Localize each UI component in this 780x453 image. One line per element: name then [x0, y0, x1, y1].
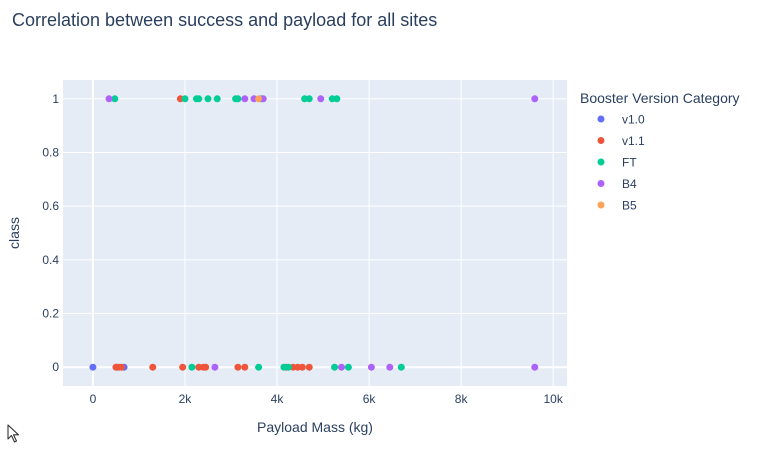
- data-point-b4[interactable]: [531, 363, 539, 371]
- legend-marker[interactable]: [597, 180, 605, 187]
- y-axis-ticks: 0 0.2 0.4 0.6 0.8 1: [42, 92, 59, 374]
- legend[interactable]: v1.0 v1.1 FT B4 B5: [597, 113, 646, 213]
- data-point-b4[interactable]: [317, 95, 325, 103]
- data-point-b4[interactable]: [386, 363, 394, 371]
- data-point-v1-1[interactable]: [202, 363, 210, 371]
- data-point-ft[interactable]: [333, 95, 341, 103]
- data-point-ft[interactable]: [181, 95, 189, 103]
- x-tick-label: 0: [90, 392, 97, 406]
- data-point-v1-1[interactable]: [117, 363, 125, 371]
- legend-marker[interactable]: [597, 115, 605, 123]
- data-point-v1-0[interactable]: [89, 363, 97, 371]
- data-point-b4[interactable]: [211, 363, 219, 371]
- data-point-ft[interactable]: [331, 363, 339, 371]
- data-point-b4[interactable]: [367, 363, 375, 371]
- legend-marker[interactable]: [597, 158, 605, 166]
- data-point-v1-1[interactable]: [179, 363, 187, 371]
- x-tick-label: 4k: [271, 392, 285, 406]
- legend-label[interactable]: v1.0: [622, 113, 645, 127]
- data-point-ft[interactable]: [204, 95, 212, 103]
- legend-title: Booster Version Category: [580, 90, 740, 106]
- data-point-ft[interactable]: [111, 95, 119, 103]
- y-tick-label: 1: [52, 92, 59, 106]
- x-tick-label: 6k: [363, 392, 377, 406]
- legend-label[interactable]: v1.1: [622, 134, 645, 148]
- data-point-ft[interactable]: [195, 95, 203, 103]
- data-point-ft[interactable]: [285, 363, 293, 371]
- data-point-b5[interactable]: [255, 95, 263, 103]
- y-tick-label: 0: [52, 360, 59, 374]
- y-tick-label: 0.6: [42, 199, 59, 213]
- gridlines: [63, 80, 567, 386]
- y-tick-label: 0.8: [42, 145, 59, 159]
- data-points: [89, 95, 539, 371]
- data-point-ft[interactable]: [213, 95, 221, 103]
- mouse-cursor-icon: [7, 424, 20, 443]
- data-point-v1-1[interactable]: [149, 363, 157, 371]
- legend-marker[interactable]: [597, 201, 605, 209]
- data-point-v1-1[interactable]: [234, 363, 242, 371]
- data-point-ft[interactable]: [255, 363, 263, 371]
- y-tick-label: 0.2: [42, 307, 59, 321]
- x-axis-ticks: 0 2k 4k 6k 8k 10k: [90, 392, 564, 406]
- legend-label[interactable]: FT: [622, 156, 637, 170]
- data-point-b4[interactable]: [241, 95, 249, 103]
- data-point-ft[interactable]: [188, 363, 196, 371]
- chart-title: Correlation between success and payload …: [12, 10, 437, 30]
- data-point-v1-1[interactable]: [298, 363, 306, 371]
- plot-area: [63, 80, 567, 386]
- x-tick-label: 10k: [544, 392, 564, 406]
- data-point-ft[interactable]: [234, 95, 242, 103]
- data-point-b4[interactable]: [337, 363, 345, 371]
- legend-marker[interactable]: [597, 137, 605, 144]
- legend-label[interactable]: B5: [622, 199, 637, 213]
- x-tick-label: 2k: [179, 392, 193, 406]
- data-point-ft[interactable]: [344, 363, 352, 371]
- data-point-v1-1[interactable]: [305, 363, 313, 371]
- x-axis-label: Payload Mass (kg): [257, 419, 373, 435]
- x-tick-label: 8k: [455, 392, 469, 406]
- data-point-ft[interactable]: [397, 363, 405, 371]
- data-point-ft[interactable]: [305, 95, 313, 103]
- y-axis-label: class: [6, 217, 22, 249]
- legend-label[interactable]: B4: [622, 177, 637, 191]
- data-point-v1-1[interactable]: [241, 363, 249, 371]
- data-point-b4[interactable]: [105, 95, 113, 103]
- y-tick-label: 0.4: [42, 253, 59, 267]
- data-point-b4[interactable]: [531, 95, 539, 103]
